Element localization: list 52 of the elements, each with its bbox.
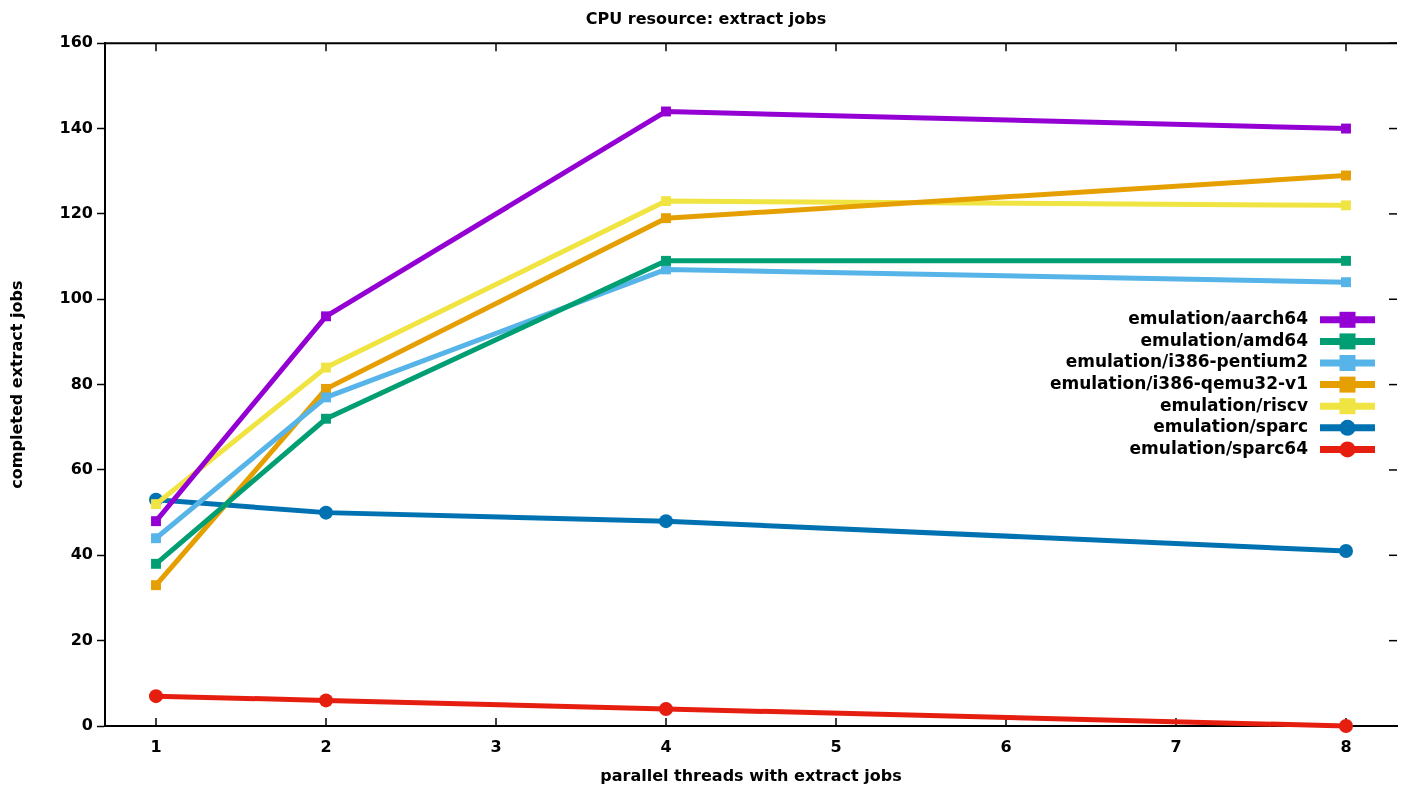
chart-title: CPU resource: extract jobs	[585, 8, 827, 28]
x-tick-label: 5	[830, 736, 842, 756]
y-tick-label: 100	[59, 288, 93, 308]
legend-label: emulation/sparc	[1153, 416, 1308, 437]
point	[1341, 277, 1351, 288]
point	[1339, 719, 1353, 733]
y-axis-title: completed extract jobs	[6, 280, 26, 489]
point	[659, 701, 673, 716]
point	[319, 505, 333, 520]
x-tick-label: 4	[660, 736, 672, 756]
point	[1341, 255, 1351, 266]
point	[149, 689, 163, 704]
legend-label: emulation/riscv	[1159, 394, 1308, 415]
point	[1341, 170, 1351, 181]
y-tick-label: 0	[81, 715, 93, 735]
legend-label: emulation/aarch64	[1128, 308, 1309, 329]
x-tick-label: 7	[1170, 736, 1182, 756]
legend-label: emulation/i386-qemu32-v1	[1049, 373, 1308, 394]
y-tick-label: 120	[59, 203, 93, 223]
point	[661, 106, 671, 117]
point	[151, 499, 161, 510]
x-tick-label: 8	[1340, 736, 1352, 756]
point	[321, 392, 331, 403]
y-tick-label: 60	[70, 459, 93, 479]
y-tick-label: 140	[59, 117, 93, 137]
point	[151, 533, 161, 544]
y-tick-label: 20	[70, 629, 93, 649]
x-tick-label: 1	[150, 736, 162, 756]
point	[1341, 200, 1351, 211]
point	[319, 693, 333, 708]
legend-label: emulation/amd64	[1140, 329, 1309, 350]
point	[661, 255, 671, 266]
point	[321, 362, 331, 373]
x-tick-label: 3	[490, 736, 502, 756]
point	[661, 213, 671, 224]
y-tick-label: 80	[70, 373, 93, 393]
point	[659, 514, 673, 529]
y-tick-label: 40	[70, 544, 93, 564]
point	[1341, 123, 1351, 134]
x-axis-title: parallel threads with extract jobs	[600, 765, 902, 785]
legend-label: emulation/sparc64	[1129, 437, 1309, 458]
point	[321, 413, 331, 424]
y-tick-label: 160	[59, 32, 93, 52]
point	[1339, 544, 1353, 559]
point	[151, 516, 161, 527]
legend-label: emulation/i386-pentium2	[1065, 351, 1308, 372]
x-tick-label: 6	[1000, 736, 1012, 756]
x-tick-label: 2	[320, 736, 332, 756]
point	[321, 311, 331, 322]
point	[151, 580, 161, 591]
point	[661, 196, 671, 207]
point	[151, 558, 161, 569]
